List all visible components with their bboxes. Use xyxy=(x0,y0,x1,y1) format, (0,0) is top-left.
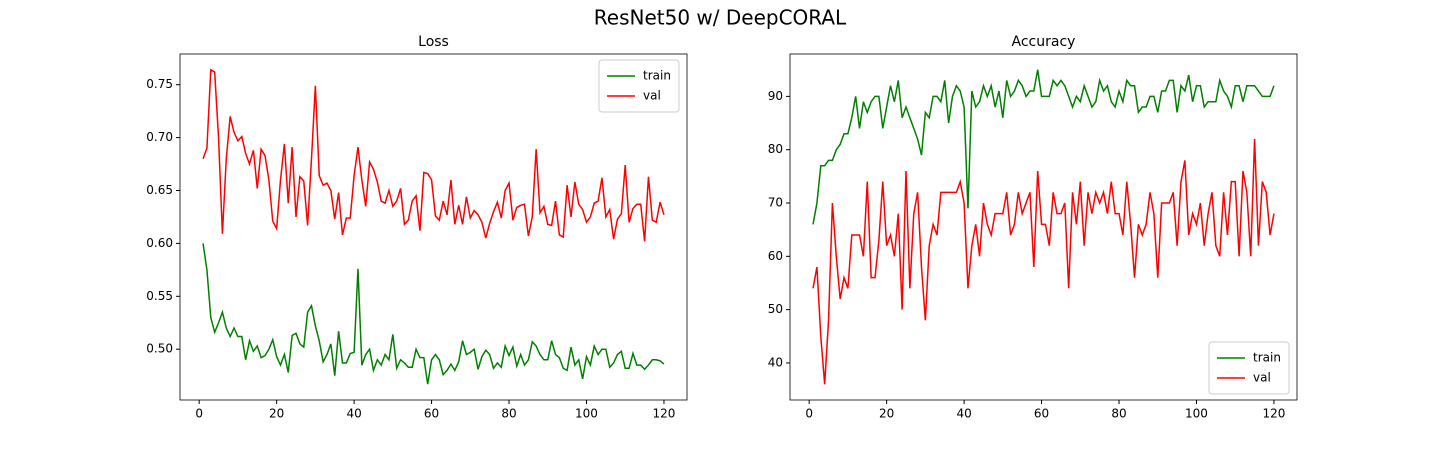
legend-box xyxy=(1208,341,1290,395)
axes-frame xyxy=(789,53,1298,401)
x-tick-label: 60 xyxy=(424,407,439,421)
legend-box xyxy=(598,59,680,113)
y-tick-label: 0.75 xyxy=(146,77,173,91)
y-tick-label: 90 xyxy=(768,89,783,103)
x-tick-label: 100 xyxy=(575,407,598,421)
series-line xyxy=(202,68,665,242)
x-tick-label: 80 xyxy=(1111,407,1126,421)
x-tick-label: 40 xyxy=(346,407,361,421)
y-tick-label: 0.70 xyxy=(146,130,173,144)
y-tick-label: 40 xyxy=(768,355,783,369)
legend-label: val xyxy=(643,89,661,103)
series-line xyxy=(202,243,665,385)
x-tick-label: 0 xyxy=(195,407,203,421)
series-line xyxy=(812,69,1275,225)
x-tick-label: 0 xyxy=(805,407,813,421)
legend-label: train xyxy=(1253,351,1281,365)
x-tick-label: 20 xyxy=(269,407,284,421)
y-tick-label: 0.65 xyxy=(146,183,173,197)
x-tick-label: 80 xyxy=(501,407,516,421)
figure-title: ResNet50 w/ DeepCORAL xyxy=(594,6,847,30)
axes-title: Loss xyxy=(418,34,449,50)
y-tick-label: 0.50 xyxy=(146,342,173,356)
x-tick-label: 60 xyxy=(1034,407,1049,421)
y-tick-label: 0.60 xyxy=(146,236,173,250)
x-tick-label: 120 xyxy=(653,407,676,421)
x-tick-label: 120 xyxy=(1263,407,1286,421)
x-tick-label: 100 xyxy=(1185,407,1208,421)
y-tick-label: 80 xyxy=(768,142,783,156)
x-tick-label: 40 xyxy=(956,407,971,421)
axes-title: Accuracy xyxy=(1012,34,1076,50)
legend-label: val xyxy=(1253,371,1271,385)
legend-label: train xyxy=(643,69,671,83)
y-tick-label: 70 xyxy=(768,196,783,210)
y-tick-label: 60 xyxy=(768,249,783,263)
x-tick-label: 20 xyxy=(879,407,894,421)
y-tick-label: 0.55 xyxy=(146,289,173,303)
series-line xyxy=(812,139,1275,385)
y-tick-label: 50 xyxy=(768,302,783,316)
axes-frame xyxy=(179,53,688,401)
